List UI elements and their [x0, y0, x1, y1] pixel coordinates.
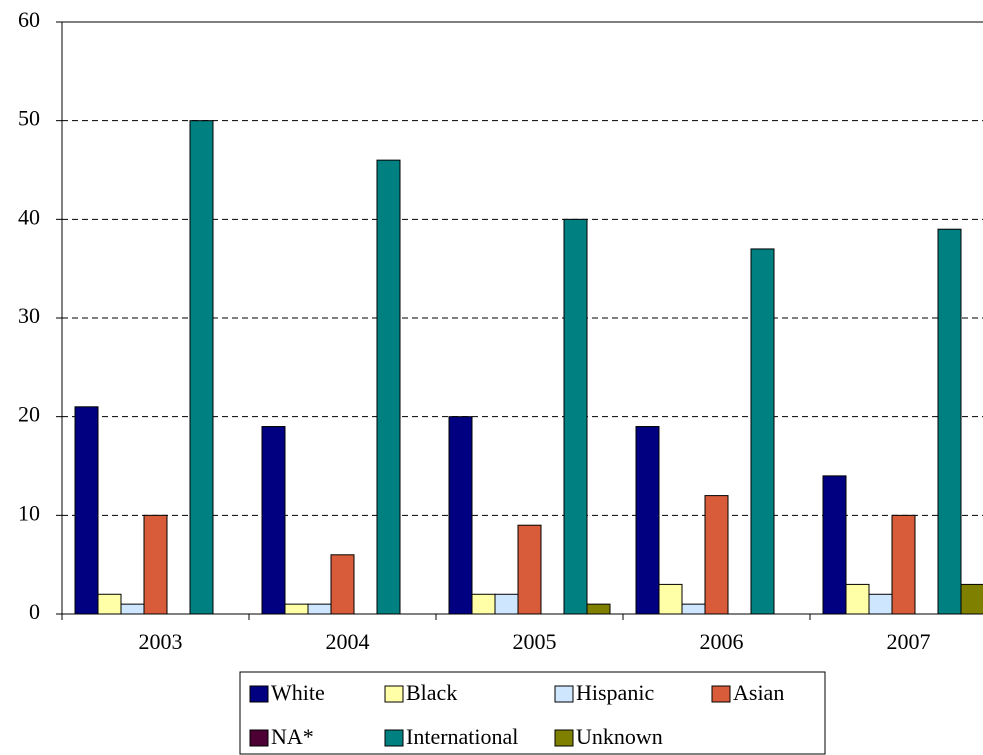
- bar: [97, 593, 122, 615]
- bar: [960, 583, 983, 615]
- y-tick-label: 30: [18, 303, 40, 328]
- x-tick-label: 2006: [700, 629, 744, 654]
- bar: [635, 426, 660, 615]
- x-tick-label: 2004: [326, 629, 370, 654]
- y-tick-label: 20: [18, 402, 40, 427]
- bar: [704, 495, 729, 615]
- x-tick-label: 2003: [139, 629, 183, 654]
- y-tick-label: 60: [18, 7, 40, 32]
- bar: [120, 603, 145, 615]
- legend-label: Asian: [733, 680, 784, 705]
- legend-label: Hispanic: [576, 680, 654, 705]
- bar: [494, 593, 519, 615]
- legend-label: NA*: [271, 724, 314, 749]
- legend-swatch: [249, 685, 269, 703]
- bar: [261, 426, 286, 615]
- bar: [189, 120, 214, 615]
- legend-swatch: [554, 729, 574, 747]
- legend: White Black Hispanic Asian NA* International U…: [239, 671, 826, 755]
- legend-swatch: [384, 685, 404, 703]
- axes: 0 10 20 30 40 50 60 2003 2004 2005 2006 2007: [18, 7, 983, 654]
- bar: [658, 583, 683, 615]
- bar: [563, 218, 588, 615]
- y-tick-label: 40: [18, 204, 40, 229]
- legend-label: International: [406, 724, 518, 749]
- legend-label: White: [271, 680, 325, 705]
- bar: [376, 159, 401, 615]
- bar: [517, 524, 542, 615]
- bar: [448, 416, 473, 615]
- bar: [307, 603, 332, 615]
- legend-swatch: [249, 729, 269, 747]
- y-tick-label: 10: [18, 500, 40, 525]
- bar: [891, 514, 916, 615]
- bar: [284, 603, 309, 615]
- legend-label: Unknown: [576, 724, 663, 749]
- bar: [937, 228, 962, 615]
- bar: [681, 603, 706, 615]
- y-tick-label: 0: [29, 599, 40, 624]
- x-tick-label: 2005: [513, 629, 557, 654]
- bar: [822, 475, 847, 615]
- plot-area: [62, 21, 983, 615]
- x-tick-label: 2007: [887, 629, 931, 654]
- bar: [74, 406, 99, 615]
- bar: [471, 593, 496, 615]
- legend-label: Black: [406, 680, 457, 705]
- bar: [845, 583, 870, 615]
- y-tick-label: 50: [18, 106, 40, 131]
- bar: [330, 554, 355, 615]
- bar: [868, 593, 893, 615]
- bar: [750, 248, 775, 615]
- bar: [586, 603, 611, 615]
- bar: [143, 514, 168, 615]
- legend-swatch: [554, 685, 574, 703]
- legend-swatch: [384, 729, 404, 747]
- legend-swatch: [711, 685, 731, 703]
